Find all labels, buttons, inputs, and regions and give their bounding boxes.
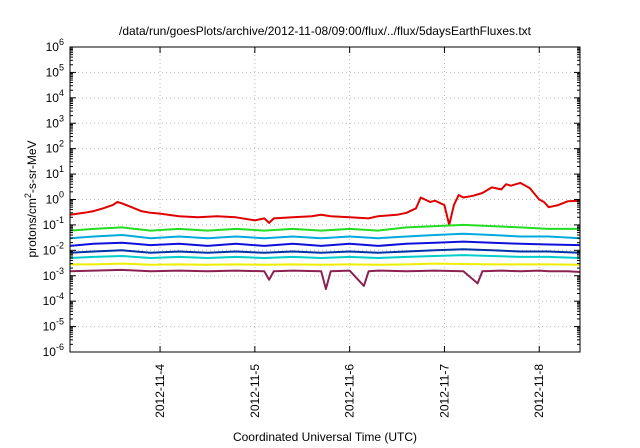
x-tick-label: 2012-11-6 xyxy=(343,364,357,418)
y-tick-label: 10-2 xyxy=(43,240,64,257)
y-tick-label: 102 xyxy=(46,139,64,156)
series-line-6 xyxy=(69,254,581,259)
series-line-5 xyxy=(69,248,581,254)
chart-series xyxy=(69,181,581,290)
series-line-2 xyxy=(69,223,580,232)
y-tick-label: 103 xyxy=(46,113,64,130)
y-tick-label: 100 xyxy=(46,190,64,207)
y-tick-label: 101 xyxy=(46,164,64,181)
y-tick-label: 10-6 xyxy=(43,342,64,359)
y-tick-label: 10-1 xyxy=(43,215,64,232)
x-tick-label: 2012-11-4 xyxy=(153,364,167,418)
y-tick-label: 106 xyxy=(46,37,64,54)
series-line-8 xyxy=(69,268,581,290)
y-tick-label: 104 xyxy=(46,88,64,105)
series-line-3 xyxy=(69,232,581,240)
y-tick-label: 105 xyxy=(46,62,64,79)
chart-title: /data/run/goesPlots/archive/2012-11-08/0… xyxy=(119,24,532,38)
y-axis: 10-6 10-5 10-4 10-3 10-2 10-1 100 101 102 103 104 1… xyxy=(43,37,580,359)
x-tick-label: 2012-11-7 xyxy=(437,364,451,418)
chart-grid xyxy=(70,47,580,352)
y-tick-label: 10-3 xyxy=(43,266,64,283)
series-line-7 xyxy=(70,262,581,266)
x-axis-label: Coordinated Universal Time (UTC) xyxy=(233,430,417,444)
y-tick-label: 10-5 xyxy=(43,317,64,334)
series-line-4 xyxy=(69,240,581,247)
y-tick-label: 10-4 xyxy=(43,291,64,308)
series-line-1 xyxy=(69,181,581,226)
y-axis-label: protons/cm2-s-sr-MeV xyxy=(23,140,39,257)
x-tick-label: 2012-11-8 xyxy=(532,364,546,418)
x-tick-label: 2012-11-5 xyxy=(248,364,262,418)
x-axis: 2012-11-4 2012-11-5 2012-11-6 2012-11-7 2012… xyxy=(153,47,546,418)
